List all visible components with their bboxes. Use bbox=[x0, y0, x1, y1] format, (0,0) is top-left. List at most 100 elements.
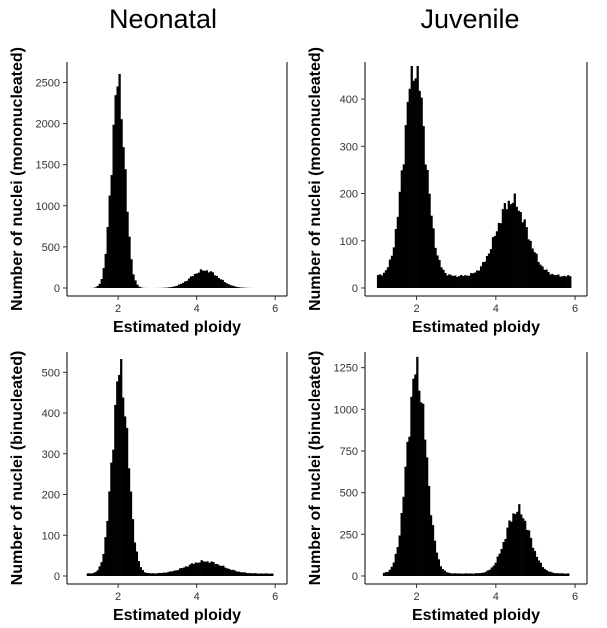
y-tick-label: 400 bbox=[340, 94, 358, 106]
histogram-bar bbox=[509, 204, 512, 288]
histogram-bar bbox=[243, 572, 246, 576]
histogram-bar bbox=[466, 275, 469, 288]
histogram-bar bbox=[178, 568, 182, 576]
histogram-bar bbox=[392, 247, 396, 288]
histogram-bar bbox=[516, 511, 519, 576]
histogram-bar bbox=[163, 572, 166, 576]
histogram-bar bbox=[477, 270, 481, 288]
histogram-bar bbox=[499, 223, 503, 288]
histogram-bar bbox=[172, 286, 175, 288]
histogram-bar bbox=[452, 275, 455, 288]
histogram-bar bbox=[245, 573, 248, 576]
histogram-bar bbox=[390, 566, 393, 576]
histogram-bar bbox=[126, 211, 129, 288]
histogram-bar bbox=[102, 268, 105, 288]
histogram-bar bbox=[110, 462, 113, 576]
histogram-bar bbox=[416, 356, 419, 576]
histogram-bar bbox=[447, 572, 450, 576]
histogram-bar bbox=[480, 572, 484, 576]
histogram-bar bbox=[221, 279, 224, 288]
histogram-bar bbox=[549, 274, 552, 288]
histogram-bar bbox=[251, 573, 254, 576]
histogram-bar bbox=[539, 264, 542, 288]
histogram-bar bbox=[527, 239, 530, 288]
histogram-bar bbox=[175, 570, 178, 576]
histogram-bar bbox=[518, 504, 521, 576]
histogram-bar bbox=[410, 396, 413, 576]
histogram-bar bbox=[420, 97, 423, 288]
histogram-bar bbox=[486, 570, 490, 576]
histogram-bar bbox=[167, 572, 170, 576]
histogram-bar bbox=[465, 573, 468, 576]
y-tick-label: 250 bbox=[340, 529, 358, 541]
histogram-bar bbox=[143, 572, 146, 576]
x-tick-label: 4 bbox=[493, 303, 499, 315]
histogram-bar bbox=[414, 78, 417, 289]
histogram-bar bbox=[500, 548, 503, 576]
y-tick-label: 0 bbox=[54, 571, 60, 583]
x-tick-label: 2 bbox=[413, 591, 419, 603]
panel-neonatal-binucleated: 0 100 200 300 400 500 2 4 6 Estimated ploidy Numbe… bbox=[9, 351, 288, 624]
x-tick-label: 2 bbox=[115, 303, 121, 315]
y-tick-label: 200 bbox=[340, 189, 358, 201]
histogram-bar bbox=[218, 565, 221, 576]
histogram-bar bbox=[253, 573, 256, 576]
histogram-bar bbox=[432, 228, 435, 288]
histogram-bar bbox=[408, 436, 411, 576]
histogram-bar bbox=[222, 565, 225, 576]
histogram-bar bbox=[487, 253, 491, 288]
histogram-bar bbox=[464, 275, 467, 288]
histogram-bar bbox=[168, 287, 171, 288]
histogram-bar bbox=[187, 278, 191, 288]
histogram-bar bbox=[435, 552, 439, 576]
histogram-bar bbox=[559, 276, 562, 288]
histogram-bar bbox=[233, 570, 237, 576]
histogram-bar bbox=[100, 279, 103, 288]
histogram-bar bbox=[508, 520, 511, 576]
y-tick-label: 100 bbox=[42, 530, 60, 542]
y-tick-label: 500 bbox=[42, 242, 60, 254]
histogram-bar bbox=[376, 275, 380, 288]
histogram-bar bbox=[535, 556, 539, 576]
y-tick-label: 2500 bbox=[36, 77, 60, 89]
histogram-bar bbox=[396, 216, 400, 288]
histogram-bar bbox=[114, 95, 117, 288]
histogram-bar bbox=[533, 550, 537, 576]
histogram-bar bbox=[406, 441, 409, 576]
histogram-bar bbox=[481, 262, 485, 288]
y-tick-label: 300 bbox=[42, 449, 60, 461]
histogram-bar bbox=[501, 209, 505, 288]
histogram-bar bbox=[92, 572, 95, 576]
histogram-bar bbox=[382, 572, 386, 576]
histogram-bar bbox=[418, 90, 421, 289]
x-tick-label: 2 bbox=[413, 303, 419, 315]
histogram-bar bbox=[140, 287, 143, 288]
histogram-bar bbox=[190, 563, 193, 576]
histogram-bar bbox=[529, 240, 532, 288]
y-axis-title: Number of nuclei (mononucleated) bbox=[9, 47, 26, 311]
histogram-bar bbox=[476, 573, 480, 576]
histogram-bar bbox=[436, 255, 439, 288]
histogram-bar bbox=[138, 286, 141, 288]
histogram-bar bbox=[412, 378, 415, 576]
histogram-bar bbox=[461, 573, 464, 576]
histogram-bar bbox=[261, 573, 264, 576]
y-tick-label: 300 bbox=[340, 141, 358, 153]
histogram-bar bbox=[102, 554, 105, 576]
histogram-bar bbox=[551, 572, 554, 576]
histogram-bar bbox=[456, 277, 459, 288]
histogram-bar bbox=[106, 520, 109, 576]
histogram-bar bbox=[434, 247, 437, 288]
histogram-bar bbox=[450, 275, 453, 288]
histogram-bar bbox=[424, 164, 427, 288]
histogram-bar bbox=[469, 573, 472, 576]
histogram-bar bbox=[537, 261, 540, 288]
histogram-bar bbox=[496, 556, 499, 576]
histogram-bar bbox=[225, 283, 228, 288]
histogram-bar bbox=[212, 561, 215, 576]
histogram-bar bbox=[502, 541, 505, 576]
histogram-bar bbox=[165, 572, 168, 576]
histogram-bar bbox=[263, 573, 266, 576]
histogram-bar bbox=[137, 561, 140, 576]
histogram-bar bbox=[557, 573, 560, 576]
